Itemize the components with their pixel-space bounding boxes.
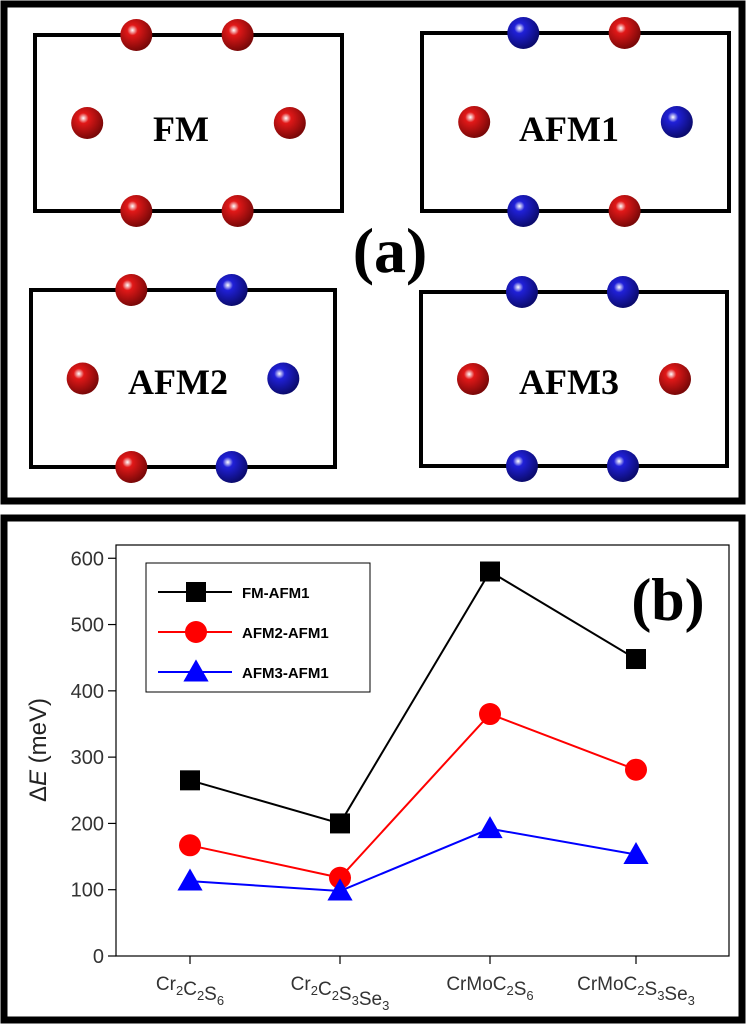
data-point [623,841,649,865]
data-point [626,649,646,670]
config-label: AFM2 [128,362,228,402]
series-fm-afm1 [180,561,646,834]
data-point [330,813,350,834]
y-tick-label: 300 [71,747,104,769]
y-axis-label: ΔE (meV) [25,698,52,802]
y-tick-label: 600 [71,548,104,570]
unit-cell-box [33,33,344,213]
atom-spin-down [267,362,300,395]
x-tick-label: CrMoC2S6 [446,974,533,1003]
unit-cell-box [29,288,337,469]
panel-a: (a) FM AFM1 AFM2 AFM3 [29,17,731,483]
config-fm: FM [33,19,344,227]
panel-b-label: (b) [631,567,704,633]
config-afm1: AFM1 [420,17,731,227]
atom-spin-up [115,274,148,306]
panel-a-frame [0,0,746,505]
data-point [477,816,503,839]
legend-marker [185,621,207,643]
atom-spin-up [221,195,254,227]
atom-spin-down [215,451,248,483]
y-ticks: 0 100 200 300 400 500 600 [71,548,116,968]
data-point [180,770,200,791]
plot-area [115,544,730,957]
atom-spin-down [507,195,540,227]
x-tick-label: Cr2C2S3Se3 [291,974,390,1013]
data-point [329,866,351,889]
legend-marker [186,582,206,602]
legend-label: AFM3-AFM1 [242,665,329,682]
legend-entry: AFM3-AFM1 [158,659,329,682]
atom-spin-up [71,107,104,139]
data-point [179,834,201,857]
atom-spin-up [115,451,148,483]
series-line [189,570,637,825]
atom-spin-down [507,17,540,49]
atom-spin-up [273,107,306,139]
data-point [625,758,647,781]
config-afm2: AFM2 [29,274,337,483]
series-afm3-afm1 [177,816,649,901]
atom-spin-up [457,363,490,395]
data-point [480,561,500,582]
legend-entry: AFM2-AFM1 [158,621,329,643]
data-point [327,878,353,901]
atom-spin-up [658,363,691,395]
atom-spin-down [505,450,538,482]
atom-spin-down [660,106,693,138]
x-ticks: Cr2C2S6 Cr2C2S3Se3 CrMoC2S6 CrMoC2S3Se3 [156,956,695,1013]
atom-spin-up [608,195,641,227]
y-tick-label: 100 [71,880,104,902]
data-point [479,703,501,726]
panel-b-frame [0,514,746,1024]
y-tick-label: 200 [71,813,104,835]
atom-spin-down [505,276,538,308]
atom-spin-down [215,274,248,306]
panel-b: (b) ΔE (meV) 0 100 200 300 400 500 600 Cr2C2S6… [25,544,730,1013]
legend-entry: FM-AFM1 [158,582,310,602]
legend-marker [183,659,209,682]
atom-spin-down [606,450,639,482]
config-label: AFM1 [519,109,619,149]
unit-cell-box [420,31,731,213]
legend-label: FM-AFM1 [242,585,310,602]
y-tick-label: 500 [71,615,104,637]
x-tick-label: Cr2C2S6 [156,974,224,1008]
unit-cell-box [419,290,729,468]
series-layer [177,561,649,901]
x-tick-label: CrMoC2S3Se3 [577,974,695,1008]
series-line [189,712,637,879]
atom-spin-up [120,19,153,51]
series-afm2-afm1 [179,703,647,889]
legend-box [145,562,371,693]
legend: FM-AFM1 AFM2-AFM1 AFM3-AFM1 [145,562,371,693]
legend-label: AFM2-AFM1 [242,625,329,642]
atom-spin-up [608,17,641,49]
panel-a-label: (a) [353,215,428,286]
atom-spin-up [120,195,153,227]
config-afm3: AFM3 [419,276,729,482]
atom-spin-up [66,362,99,395]
atom-spin-down [606,276,639,308]
config-label: FM [153,109,209,149]
data-point [177,868,203,891]
y-tick-label: 0 [93,946,104,968]
atom-spin-up [458,106,491,138]
config-label: AFM3 [519,362,619,402]
atom-spin-up [221,19,254,51]
series-line [189,827,637,893]
y-tick-label: 400 [71,681,104,703]
